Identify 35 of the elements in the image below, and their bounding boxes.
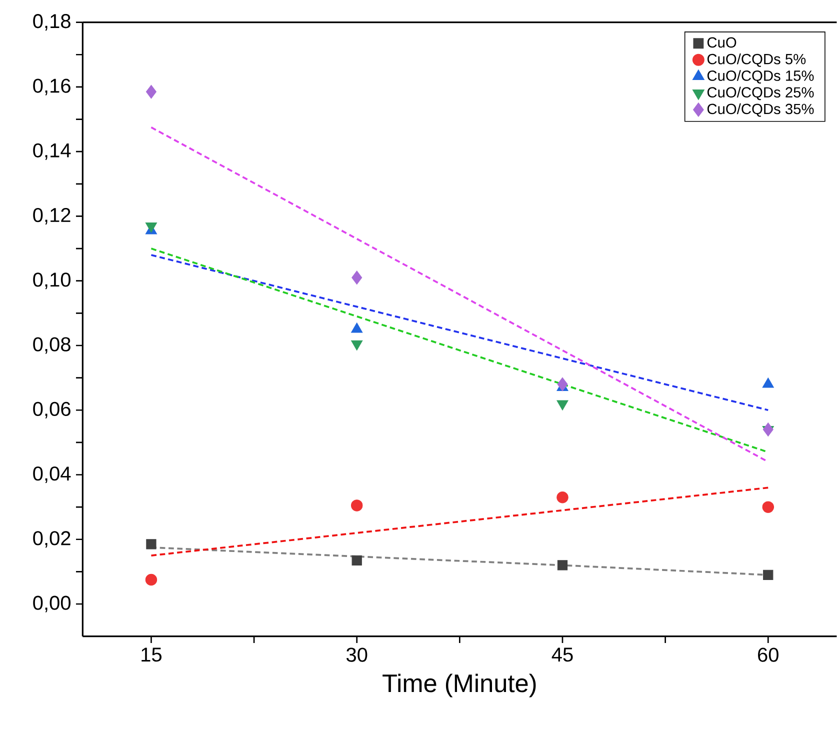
point [352, 555, 362, 566]
line-series [150, 254, 770, 412]
y-tick-label: 0,10 [33, 272, 70, 290]
legend-label: CuO/CQDs 35% [707, 103, 814, 117]
y-tick-label: 0,16 [33, 78, 70, 96]
y-tick-label: 0,18 [33, 14, 70, 31]
point [352, 270, 362, 285]
point [762, 501, 774, 513]
y-tick-label: 0,14 [33, 143, 71, 160]
point [351, 322, 363, 333]
point [763, 570, 774, 580]
point [557, 377, 568, 392]
point [556, 492, 568, 504]
point [762, 378, 774, 388]
y-tick-label: 0,12 [33, 208, 70, 224]
y-tick-label: 0,02 [33, 531, 70, 548]
y-tick-label: 0,00 [33, 596, 70, 612]
x-tick-label: 60 [758, 648, 778, 662]
legend-label: CuO/CQDs 5% [707, 54, 806, 67]
point [762, 422, 774, 436]
point [146, 84, 156, 99]
point [145, 574, 158, 586]
x-tick-label: 30 [346, 648, 368, 662]
point [350, 500, 363, 512]
x-tick-label: 15 [142, 648, 162, 662]
y-tick-label: 0,08 [33, 337, 70, 354]
point [557, 560, 568, 570]
y-tick-label: 0,06 [33, 402, 70, 418]
legend-label: CuO [707, 37, 736, 48]
y-tick-label: 0,04 [33, 466, 71, 484]
x-tick-label: 45 [552, 648, 573, 662]
legend-label: CuO/CQDs 25% [707, 86, 814, 100]
legend-label: CuO/CQDs 15% [707, 70, 814, 84]
x-axis-title: Time (Minute) [382, 674, 536, 698]
point [146, 539, 156, 550]
